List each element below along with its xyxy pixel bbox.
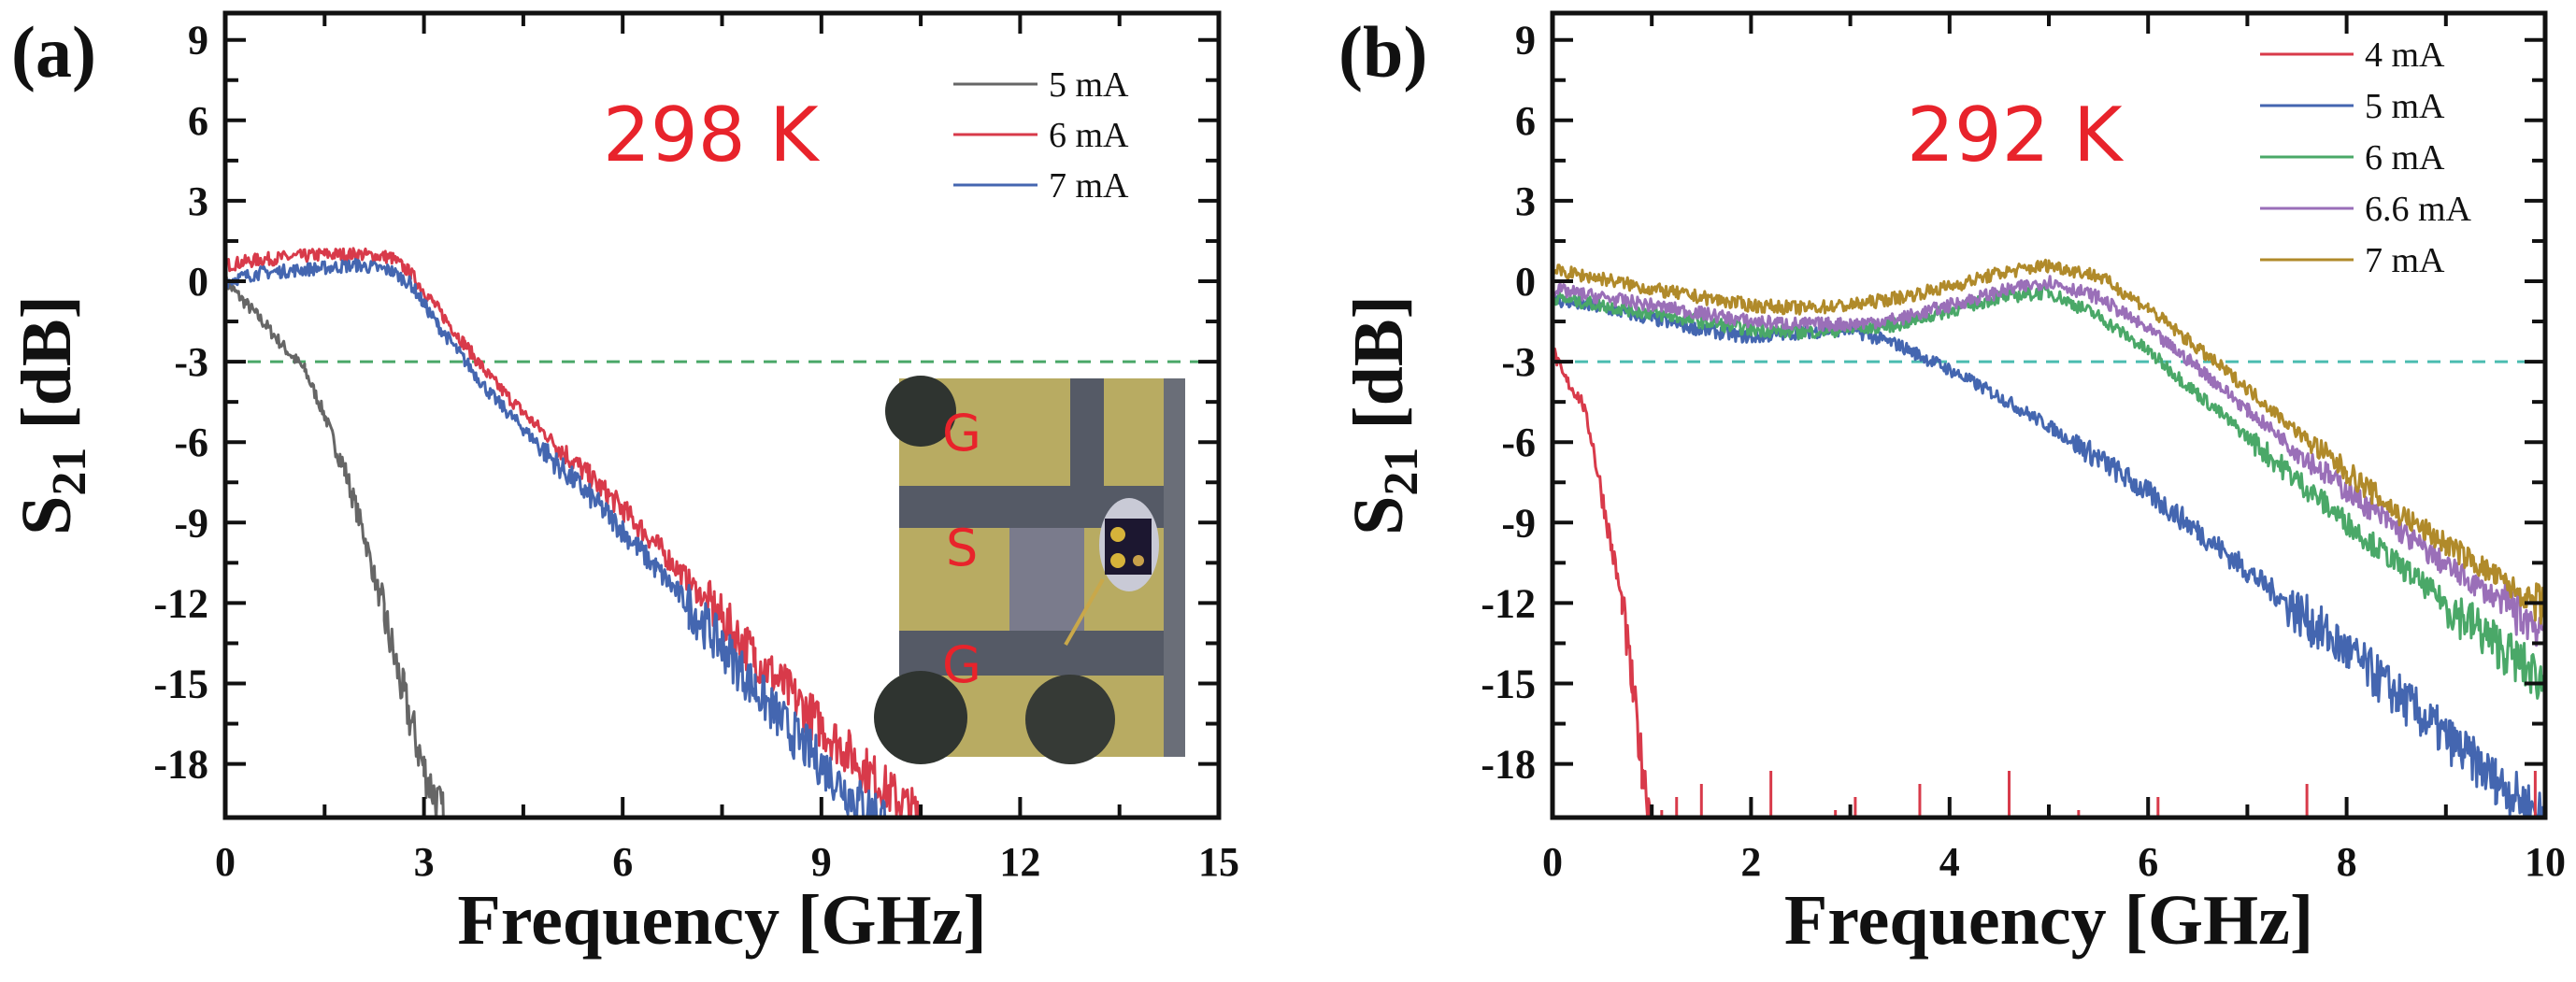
series-line-5-mA xyxy=(1553,294,2545,818)
y-axis-title: S21 [dB] xyxy=(7,295,96,535)
inset-label-g-bottom: G xyxy=(942,635,981,694)
y-tick-label: -12 xyxy=(153,580,208,626)
y-tick-label: -15 xyxy=(153,662,208,707)
legend-label: 7 mA xyxy=(2365,241,2445,280)
x-tick-label: 0 xyxy=(215,839,236,885)
series-line-5-mA xyxy=(225,275,446,818)
y-tick-label: 6 xyxy=(188,98,208,144)
x-tick-label: 0 xyxy=(1542,839,1563,885)
legend-label: 4 mA xyxy=(2365,36,2445,75)
y-tick-label: -3 xyxy=(174,339,208,385)
y-tick-label: 3 xyxy=(188,178,208,224)
legend: 4 mA 5 mA 6 mA 6.6 mA 7 mA xyxy=(2260,36,2472,280)
legend-item: 6 mA xyxy=(953,116,1129,155)
x-tick-label: 4 xyxy=(1939,839,1960,885)
panel-a: (a) 298 K G S G 9 6 3 0 -3 -6 -9 -12 -15 -18 0 3 6 9 1… xyxy=(7,10,1239,960)
x-tick-label: 6 xyxy=(2138,839,2158,885)
x-tick-label: 2 xyxy=(1740,839,1761,885)
y-tick-label: 0 xyxy=(1515,259,1536,305)
legend-label: 6 mA xyxy=(2365,138,2445,178)
x-tick-label: 3 xyxy=(414,839,435,885)
legend-item: 4 mA xyxy=(2260,36,2445,75)
x-tick-label: 8 xyxy=(2337,839,2357,885)
x-tick-label: 15 xyxy=(1198,839,1239,885)
x-tick-label: 12 xyxy=(999,839,1040,885)
device-photo-inset: G S G xyxy=(874,376,1185,764)
y-tick-label: 6 xyxy=(1515,98,1536,144)
series-line-6-mA xyxy=(1553,284,2545,700)
x-tick-label: 10 xyxy=(2525,839,2566,885)
legend-item: 5 mA xyxy=(953,65,1129,105)
temperature-label-b: 292 K xyxy=(1907,92,2125,178)
series-group xyxy=(1553,258,2545,818)
series-line-4-mA xyxy=(1553,347,1653,818)
legend-label: 6.6 mA xyxy=(2365,190,2472,229)
legend-item: 5 mA xyxy=(2260,87,2445,126)
panel-label-a: (a) xyxy=(11,11,96,93)
y-tick-label: -18 xyxy=(153,742,208,788)
panel-label-b: (b) xyxy=(1338,11,1427,93)
y-tick-label: 9 xyxy=(188,18,208,64)
series-group xyxy=(225,247,923,818)
legend-label: 5 mA xyxy=(2365,87,2445,126)
legend-label: 6 mA xyxy=(1049,116,1129,155)
y-tick-label: -9 xyxy=(174,500,208,546)
temperature-label-a: 298 K xyxy=(603,92,821,178)
series-line-6-mA xyxy=(225,247,923,818)
series-line-7-mA xyxy=(1553,258,2545,625)
inset-label-s: S xyxy=(946,519,978,577)
panel-b: (b) 292 K 9 6 3 0 -3 -6 -9 -12 -15 -18 0 2 4 6 8 10 Freq… xyxy=(1338,10,2566,960)
legend: 5 mA 6 mA 7 mA xyxy=(953,65,1129,206)
y-tick-label: -9 xyxy=(1501,500,1536,546)
legend-item: 6 mA xyxy=(2260,138,2445,178)
x-tick-label: 6 xyxy=(612,839,633,885)
legend-item: 6.6 mA xyxy=(2260,190,2472,229)
y-tick-label: -12 xyxy=(1481,580,1536,626)
legend-label: 7 mA xyxy=(1049,166,1129,206)
y-tick-label: -6 xyxy=(1501,420,1536,465)
y-tick-label: 0 xyxy=(188,259,208,305)
inset-label-g-top: G xyxy=(942,404,981,463)
legend-label: 5 mA xyxy=(1049,65,1129,105)
y-axis-title: S21 [dB] xyxy=(1339,295,1428,535)
legend-item: 7 mA xyxy=(953,166,1129,206)
y-tick-label: -15 xyxy=(1481,662,1536,707)
y-tick-label: -18 xyxy=(1481,742,1536,788)
y-tick-label: -6 xyxy=(174,420,208,465)
series-line-7-mA xyxy=(225,258,890,818)
series-line-6-6-mA xyxy=(1553,275,2545,648)
y-tick-label: 3 xyxy=(1515,178,1536,224)
x-axis-title: Frequency [GHz] xyxy=(1784,881,2313,960)
y-tick-label: -3 xyxy=(1501,339,1536,385)
x-axis-title: Frequency [GHz] xyxy=(457,881,986,960)
x-tick-label: 9 xyxy=(811,839,832,885)
legend-item: 7 mA xyxy=(2260,241,2445,280)
y-tick-label: 9 xyxy=(1515,18,1536,64)
